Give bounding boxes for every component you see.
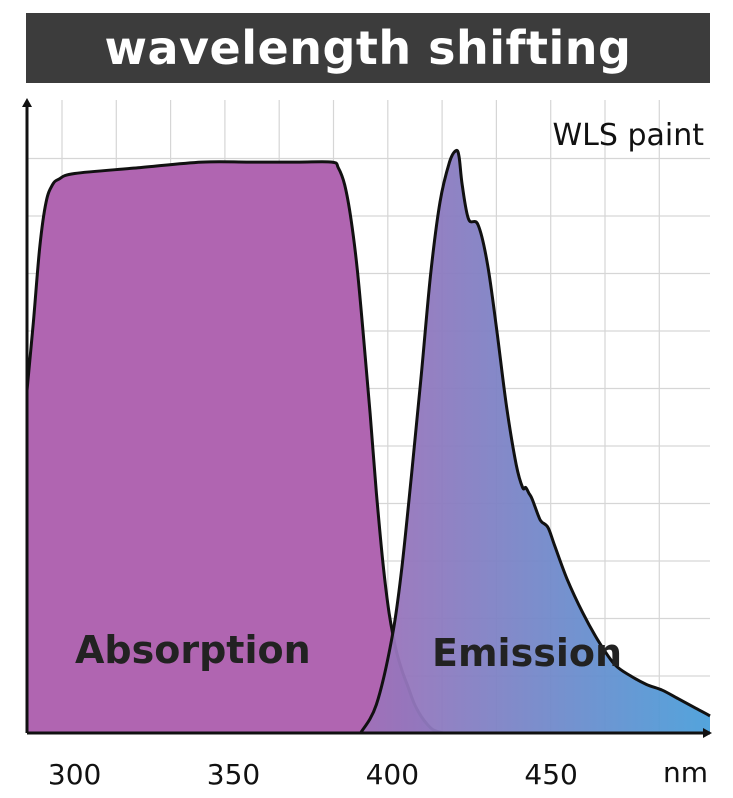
y-axis-arrow	[22, 98, 32, 107]
x-axis-arrow	[703, 728, 712, 738]
plot-areas	[25, 148, 711, 735]
title-bar: wavelength shifting	[26, 13, 710, 83]
x-tick-label: 300	[48, 758, 101, 791]
x-tick-label: 400	[366, 758, 419, 791]
emission-curve	[359, 148, 711, 734]
chart-title: wavelength shifting	[104, 21, 632, 75]
x-tick-label: 450	[524, 758, 577, 791]
wls-paint-annotation: WLS paint	[553, 118, 705, 153]
x-tick-labels: 300 350 400 450	[48, 758, 578, 791]
absorption-area	[27, 161, 444, 733]
emission-area	[360, 150, 710, 733]
axes	[22, 98, 712, 738]
emission-label: Emission	[432, 631, 622, 675]
x-axis-unit-label: nm	[663, 756, 708, 789]
absorption-label: Absorption	[75, 628, 311, 672]
x-tick-label: 350	[207, 758, 260, 791]
